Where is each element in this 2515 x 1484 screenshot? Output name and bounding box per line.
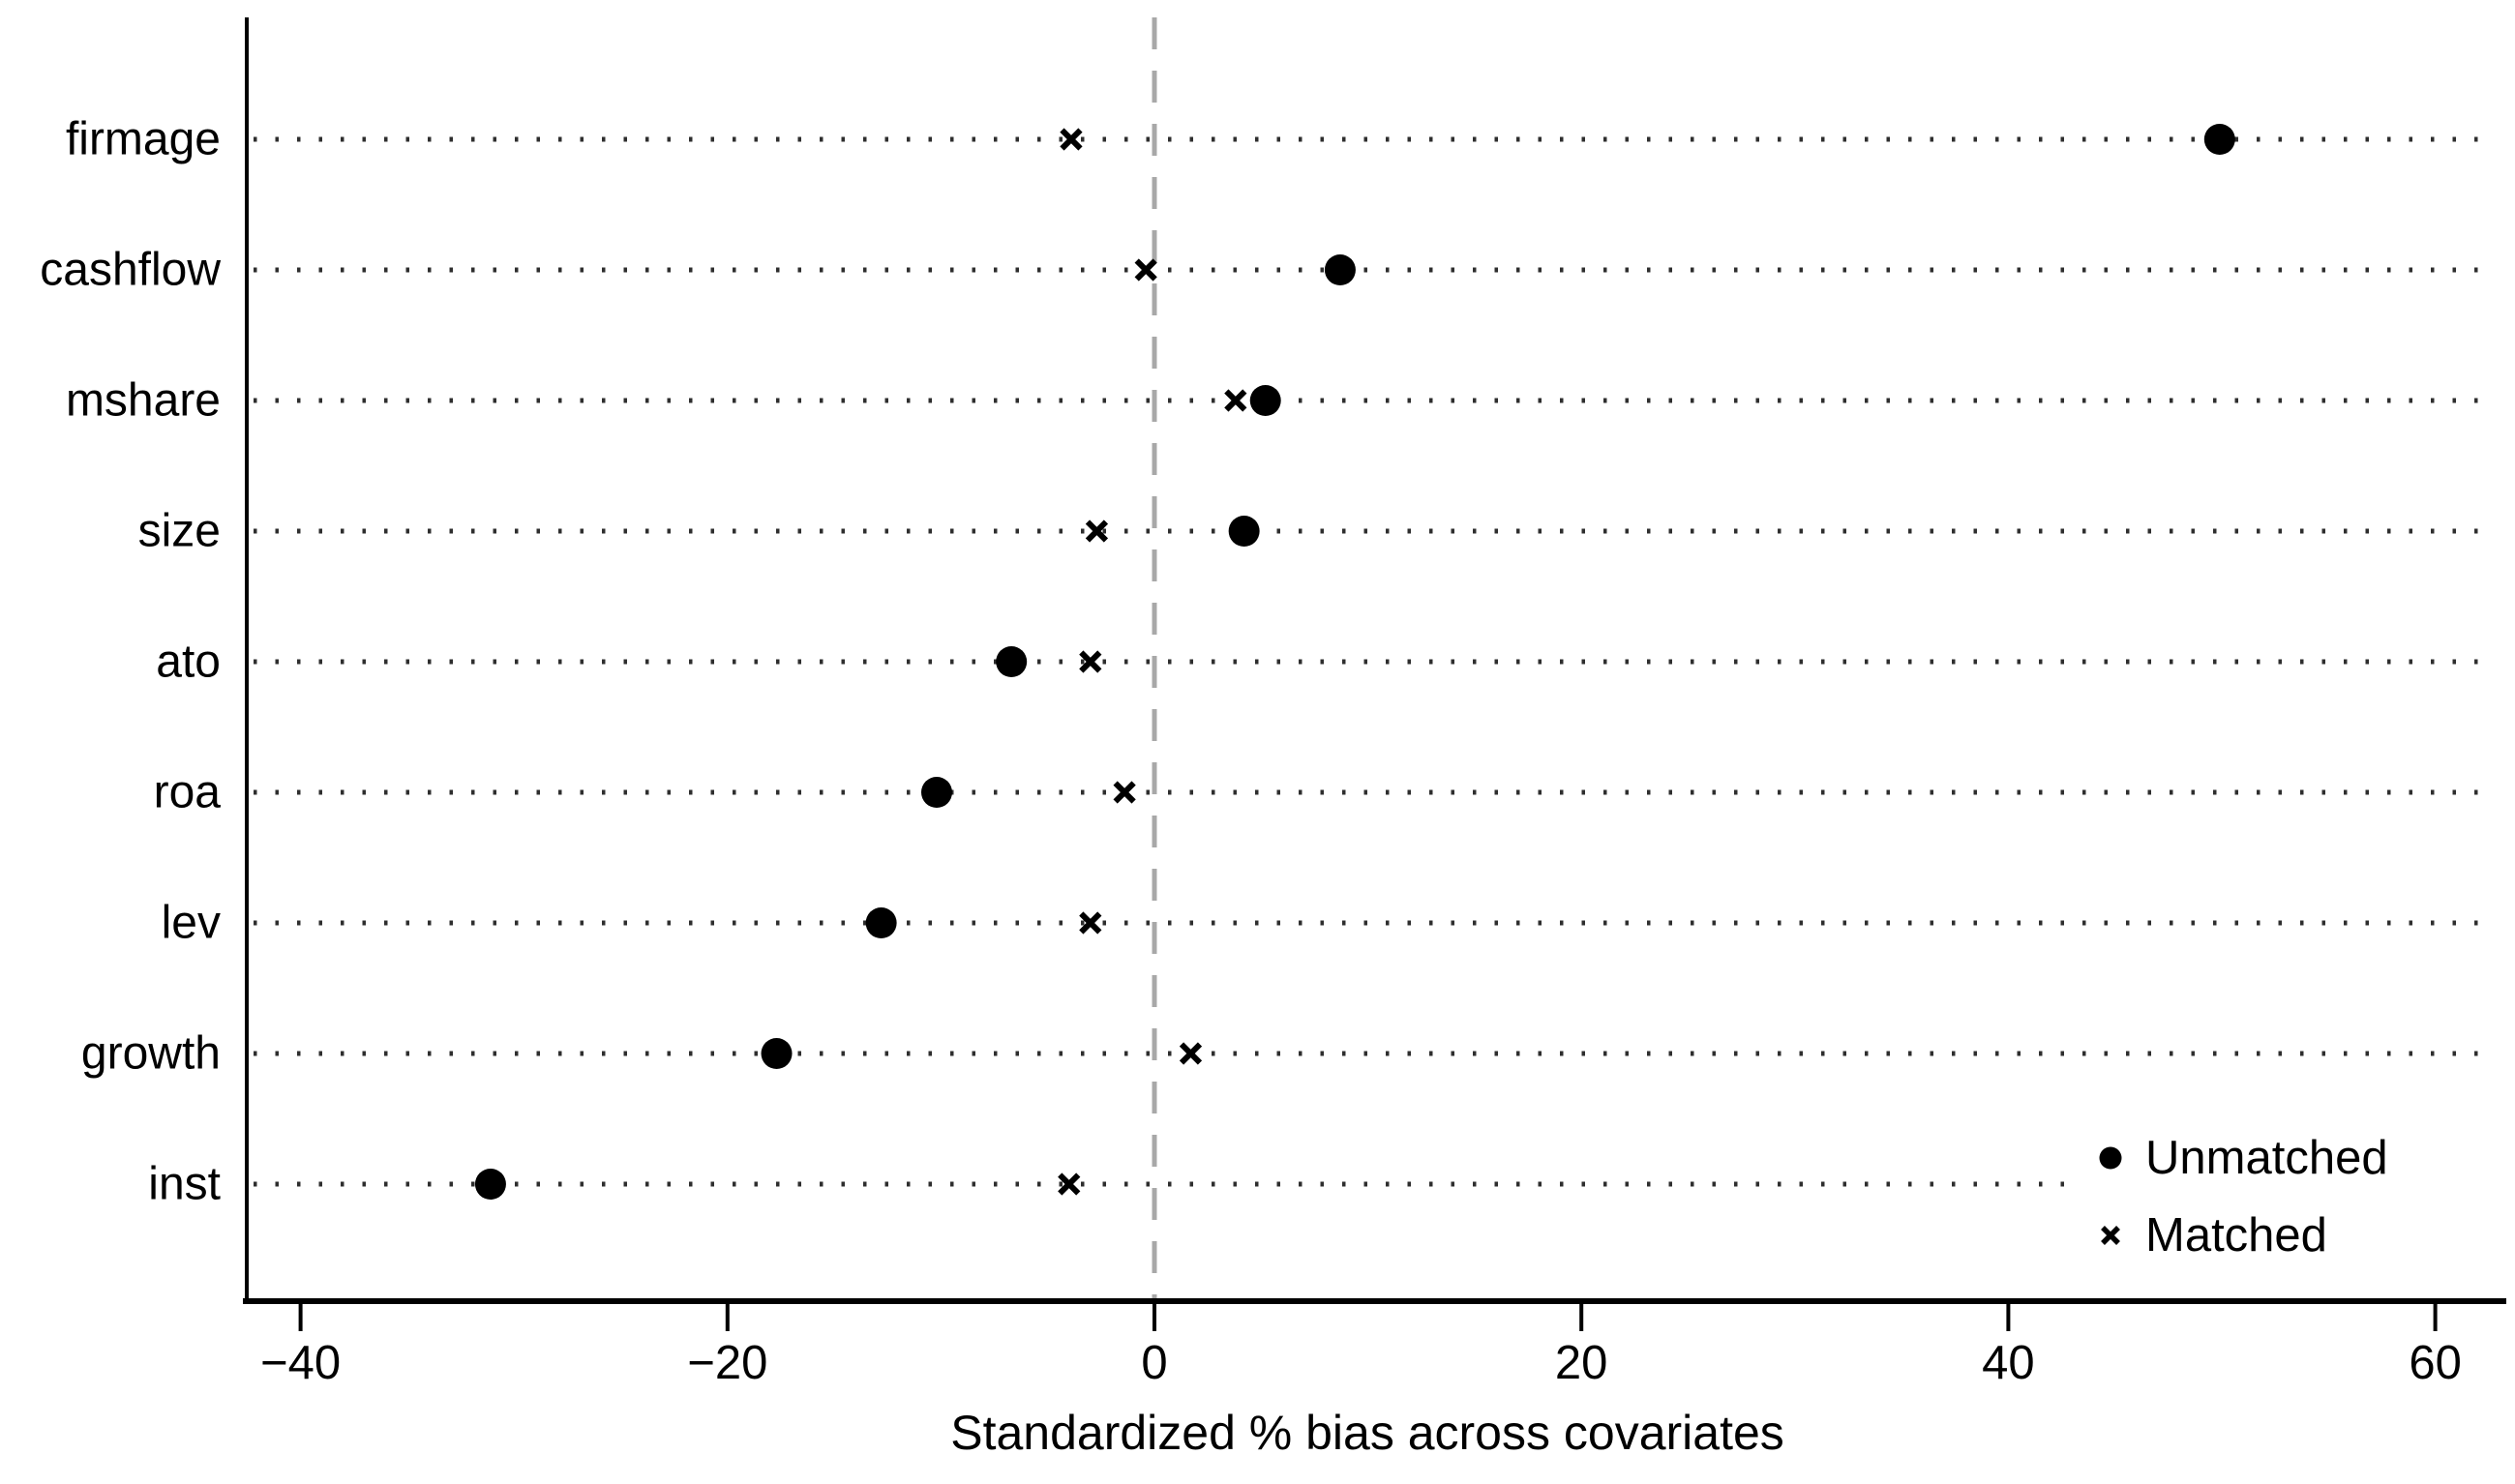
marker-unmatched-growth	[761, 1038, 793, 1069]
filled-circle-icon	[2076, 1143, 2145, 1172]
marker-matched-firmage	[1060, 128, 1083, 151]
marker-matched-size	[1085, 519, 1109, 543]
legend-label-matched: Matched	[2145, 1209, 2327, 1261]
y-axis-label-inst: inst	[148, 1158, 221, 1210]
marker-unmatched-firmage	[2203, 124, 2235, 155]
marker-unmatched-inst	[474, 1169, 506, 1200]
x-tick-label--20: −20	[687, 1337, 768, 1389]
x-axis-title: Standardized % bias across covariates	[950, 1406, 1784, 1460]
y-axis-label-lev: lev	[161, 897, 221, 949]
marker-matched-ato	[1079, 650, 1102, 673]
marker-unmatched-lev	[865, 907, 897, 938]
x-tick-label-60: 60	[2409, 1337, 2462, 1389]
marker-unmatched-mshare	[1249, 385, 1281, 416]
x-tick-label-0: 0	[1141, 1337, 1168, 1389]
legend-entry-matched: Matched	[2076, 1200, 2501, 1271]
legend-entry-unmatched: Unmatched	[2076, 1122, 2501, 1194]
y-axis-label-firmage: firmage	[65, 113, 221, 165]
marker-unmatched-roa	[920, 777, 952, 808]
marker-unmatched-size	[1228, 516, 1260, 547]
marker-unmatched-cashflow	[1324, 254, 1356, 285]
marker-matched-cashflow	[1134, 258, 1157, 282]
marker-matched-inst	[1058, 1172, 1081, 1196]
marker-unmatched-ato	[996, 646, 1028, 677]
x-cross-icon	[2076, 1221, 2145, 1250]
y-axis-label-ato: ato	[156, 636, 221, 688]
marker-matched-growth	[1179, 1042, 1203, 1065]
x-tick-label--40: −40	[260, 1337, 342, 1389]
marker-matched-mshare	[1224, 389, 1247, 412]
y-axis-label-mshare: mshare	[65, 374, 221, 427]
y-axis-label-cashflow: cashflow	[40, 244, 221, 296]
x-tick-label-40: 40	[1982, 1337, 2035, 1389]
marker-matched-lev	[1079, 911, 1102, 935]
legend: Unmatched Matched	[2076, 1120, 2501, 1273]
marker-matched-roa	[1113, 781, 1136, 804]
x-tick-label-20: 20	[1554, 1337, 1608, 1389]
y-axis-label-size: size	[137, 505, 221, 557]
y-axis-label-growth: growth	[80, 1027, 221, 1080]
y-axis-label-roa: roa	[153, 766, 221, 818]
legend-label-unmatched: Unmatched	[2145, 1132, 2388, 1184]
